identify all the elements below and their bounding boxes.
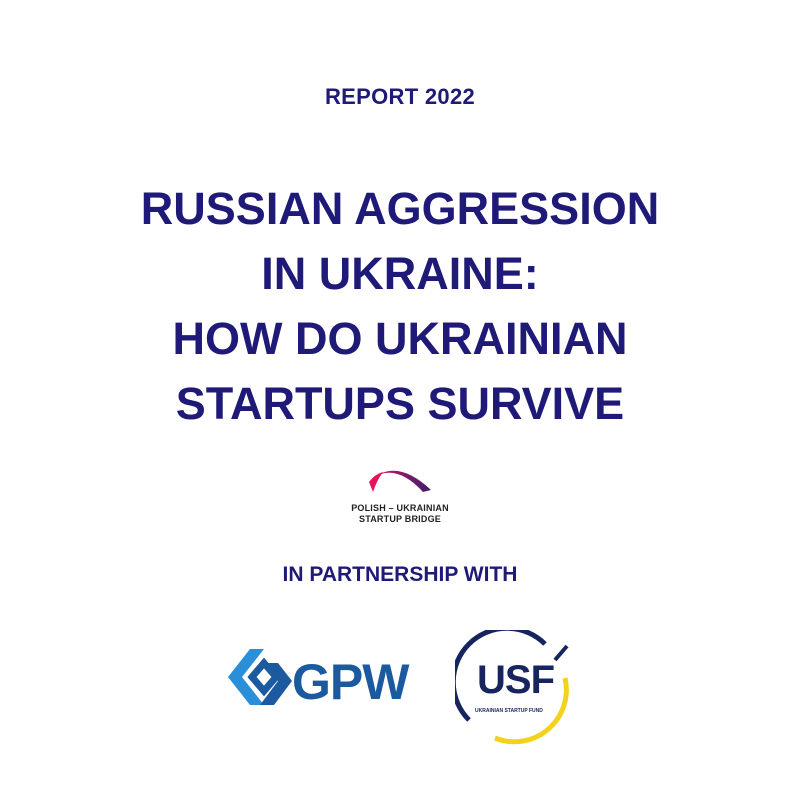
title-line: STARTUPS SURVIVE [175, 378, 625, 429]
gpw-text: GPW [292, 654, 409, 710]
polish-ukrainian-startup-bridge-logo: POLISH – UKRAINIAN STARTUP BRIDGE [340, 460, 460, 525]
usf-ring-icon [455, 630, 569, 745]
usf-subtitle: UKRAINIAN STARTUP FUND [475, 708, 543, 714]
bridge-logo-text-2: STARTUP BRIDGE [359, 514, 441, 524]
report-title: RUSSIAN AGGRESSION IN UKRAINE: HOW DO UK… [0, 176, 800, 436]
gpw-mark-icon [228, 649, 292, 705]
gpw-logo: GPW [228, 645, 428, 725]
title-line: HOW DO UKRAINIAN [172, 313, 628, 364]
bridge-arc-icon [369, 470, 431, 492]
title-line: IN UKRAINE: [261, 248, 539, 299]
report-year: REPORT 2022 [324, 84, 476, 109]
usf-logo: USF UKRAINIAN STARTUP FUND [455, 630, 585, 750]
usf-text: USF [477, 658, 555, 702]
title-line: RUSSIAN AGGRESSION [140, 183, 660, 234]
partnership-heading: IN PARTNERSHIP WITH [282, 563, 518, 586]
bridge-logo-text-1: POLISH – UKRAINIAN [351, 503, 449, 513]
